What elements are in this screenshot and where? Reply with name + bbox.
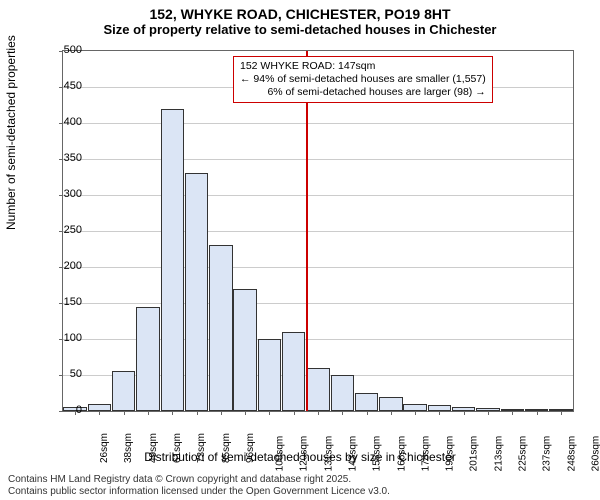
xtick-mark xyxy=(269,411,270,415)
chart-title: 152, WHYKE ROAD, CHICHESTER, PO19 8HT xyxy=(0,0,600,22)
ytick-label: 50 xyxy=(52,368,82,380)
histogram-bar xyxy=(282,332,305,411)
ytick-label: 100 xyxy=(52,332,82,344)
histogram-chart: 152, WHYKE ROAD, CHICHESTER, PO19 8HT Si… xyxy=(0,0,600,500)
xtick-label: 201sqm xyxy=(469,436,480,472)
gridline xyxy=(63,267,573,268)
histogram-bar xyxy=(209,245,232,411)
xtick-mark xyxy=(318,411,319,415)
annotation-box: 152 WHYKE ROAD: 147sqm← 94% of semi-deta… xyxy=(233,56,493,103)
xtick-mark xyxy=(197,411,198,415)
ytick-label: 500 xyxy=(52,44,82,56)
xtick-label: 213sqm xyxy=(493,436,504,472)
xtick-mark xyxy=(537,411,538,415)
xtick-label: 61sqm xyxy=(172,433,183,463)
histogram-bar xyxy=(161,109,184,411)
xtick-label: 73sqm xyxy=(196,433,207,463)
ytick-label: 450 xyxy=(52,80,82,92)
histogram-bar xyxy=(355,393,378,411)
xtick-label: 38sqm xyxy=(123,433,134,463)
footer-line1: Contains HM Land Registry data © Crown c… xyxy=(8,474,390,486)
footer-line2: Contains public sector information licen… xyxy=(8,486,390,498)
gridline xyxy=(63,231,573,232)
xtick-mark xyxy=(439,411,440,415)
chart-subtitle: Size of property relative to semi-detach… xyxy=(0,22,600,37)
footer-attribution: Contains HM Land Registry data © Crown c… xyxy=(8,474,390,498)
xtick-label: 166sqm xyxy=(396,436,407,472)
ytick-label: 350 xyxy=(52,152,82,164)
xtick-mark xyxy=(415,411,416,415)
annotation-line3: 6% of semi-detached houses are larger (9… xyxy=(240,86,486,99)
histogram-bar xyxy=(258,339,281,411)
histogram-bar xyxy=(403,404,426,411)
xtick-label: 237sqm xyxy=(542,436,553,472)
reference-line xyxy=(306,51,308,411)
xtick-label: 49sqm xyxy=(148,433,159,463)
xtick-label: 178sqm xyxy=(420,436,431,472)
xtick-label: 131sqm xyxy=(323,436,334,472)
histogram-bar xyxy=(112,371,135,411)
xtick-mark xyxy=(245,411,246,415)
xtick-label: 96sqm xyxy=(245,433,256,463)
xtick-label: 108sqm xyxy=(275,436,286,472)
xtick-mark xyxy=(148,411,149,415)
xtick-label: 225sqm xyxy=(518,436,529,472)
gridline xyxy=(63,123,573,124)
annotation-line1: 152 WHYKE ROAD: 147sqm xyxy=(240,60,486,73)
histogram-bar xyxy=(331,375,354,411)
ytick-label: 200 xyxy=(52,260,82,272)
xtick-label: 143sqm xyxy=(348,436,359,472)
xtick-label: 260sqm xyxy=(590,436,600,472)
ytick-label: 0 xyxy=(52,404,82,416)
gridline xyxy=(63,159,573,160)
histogram-bar xyxy=(88,404,111,411)
histogram-bar xyxy=(233,289,256,411)
xtick-label: 190sqm xyxy=(445,436,456,472)
ytick-label: 250 xyxy=(52,224,82,236)
xtick-mark xyxy=(391,411,392,415)
xtick-label: 85sqm xyxy=(221,433,232,463)
xtick-mark xyxy=(367,411,368,415)
xtick-mark xyxy=(294,411,295,415)
histogram-bar xyxy=(136,307,159,411)
ytick-label: 150 xyxy=(52,296,82,308)
xtick-mark xyxy=(342,411,343,415)
histogram-bar xyxy=(379,397,402,411)
xtick-mark xyxy=(124,411,125,415)
xtick-label: 26sqm xyxy=(99,433,110,463)
xtick-label: 155sqm xyxy=(372,436,383,472)
xtick-label: 120sqm xyxy=(299,436,310,472)
histogram-bar xyxy=(306,368,329,411)
y-axis-label: Number of semi-detached properties xyxy=(4,35,18,230)
xtick-mark xyxy=(99,411,100,415)
xtick-label: 248sqm xyxy=(566,436,577,472)
xtick-mark xyxy=(172,411,173,415)
xtick-mark xyxy=(512,411,513,415)
xtick-mark xyxy=(221,411,222,415)
plot-area: 152 WHYKE ROAD: 147sqm← 94% of semi-deta… xyxy=(62,50,574,412)
ytick-label: 300 xyxy=(52,188,82,200)
ytick-label: 400 xyxy=(52,116,82,128)
gridline xyxy=(63,303,573,304)
xtick-mark xyxy=(561,411,562,415)
annotation-line2: ← 94% of semi-detached houses are smalle… xyxy=(240,73,486,86)
xtick-mark xyxy=(488,411,489,415)
histogram-bar xyxy=(185,173,208,411)
xtick-mark xyxy=(464,411,465,415)
gridline xyxy=(63,195,573,196)
